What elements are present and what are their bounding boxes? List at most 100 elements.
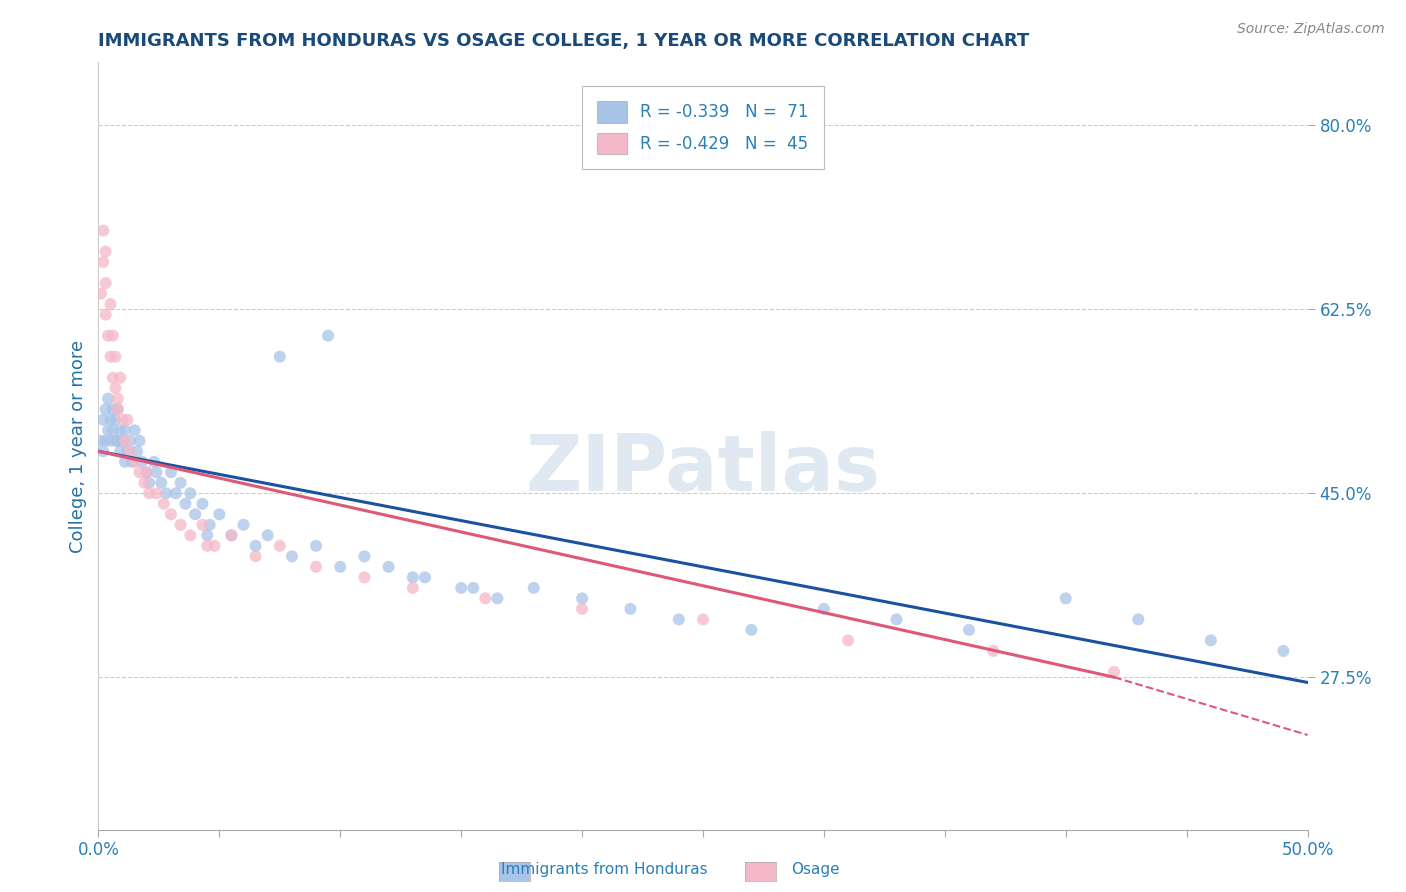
Point: [100, 297, 122, 311]
Point: [402, 581, 425, 595]
Point: [886, 612, 908, 626]
Point: [138, 486, 160, 500]
Point: [131, 455, 153, 469]
Point: [191, 497, 214, 511]
Point: [619, 602, 641, 616]
Point: [107, 402, 129, 417]
Text: Immigrants from Honduras: Immigrants from Honduras: [502, 863, 707, 877]
Point: [256, 528, 278, 542]
Point: [108, 444, 131, 458]
Point: [160, 465, 183, 479]
Point: [377, 559, 399, 574]
Text: ZIPatlas: ZIPatlas: [526, 431, 880, 507]
Point: [100, 434, 122, 448]
Point: [138, 475, 160, 490]
Point: [101, 370, 124, 384]
Point: [135, 465, 157, 479]
Point: [124, 423, 146, 437]
Point: [316, 328, 339, 343]
Point: [474, 591, 496, 606]
Point: [145, 465, 167, 479]
Point: [463, 581, 485, 595]
Point: [245, 549, 267, 564]
Point: [94, 308, 117, 322]
Point: [128, 465, 150, 479]
Point: [107, 434, 129, 448]
Point: [94, 402, 117, 417]
Point: [118, 434, 141, 448]
Point: [195, 539, 218, 553]
Point: [152, 497, 174, 511]
Legend: R = -0.339   N =  71, R = -0.429   N =  45: R = -0.339 N = 71, R = -0.429 N = 45: [582, 87, 824, 169]
Point: [101, 402, 124, 417]
Point: [402, 570, 425, 584]
Point: [174, 497, 197, 511]
Point: [108, 370, 131, 384]
Point: [269, 539, 291, 553]
Point: [245, 539, 267, 553]
Point: [100, 350, 122, 364]
Point: [104, 434, 127, 448]
Point: [668, 612, 690, 626]
Point: [104, 413, 127, 427]
Point: [91, 444, 114, 458]
Point: [523, 581, 546, 595]
Point: [155, 486, 177, 500]
Point: [127, 444, 149, 458]
Point: [813, 602, 835, 616]
Point: [124, 455, 146, 469]
Point: [114, 434, 136, 448]
Point: [111, 434, 134, 448]
Point: [150, 475, 173, 490]
Point: [90, 286, 112, 301]
Point: [305, 559, 328, 574]
Point: [269, 350, 291, 364]
Point: [208, 508, 231, 522]
Point: [128, 434, 150, 448]
Point: [221, 528, 243, 542]
Point: [204, 539, 226, 553]
Point: [94, 276, 117, 290]
Point: [981, 644, 1004, 658]
Point: [305, 539, 328, 553]
Point: [329, 559, 352, 574]
Point: [413, 570, 436, 584]
Point: [353, 570, 375, 584]
Point: [1128, 612, 1150, 626]
Point: [281, 549, 304, 564]
Point: [91, 223, 114, 237]
Point: [91, 255, 114, 269]
Point: [179, 528, 201, 542]
Point: [195, 528, 218, 542]
Text: Osage: Osage: [792, 863, 839, 877]
Point: [101, 328, 124, 343]
Point: [221, 528, 243, 542]
Point: [94, 434, 117, 448]
Point: [107, 392, 129, 406]
Point: [179, 486, 201, 500]
Point: [100, 413, 122, 427]
Point: [97, 423, 120, 437]
Point: [1102, 665, 1125, 679]
Point: [121, 455, 143, 469]
Point: [740, 623, 762, 637]
Point: [108, 423, 131, 437]
Point: [145, 486, 167, 500]
Point: [1199, 633, 1222, 648]
Text: Source: ZipAtlas.com: Source: ZipAtlas.com: [1237, 22, 1385, 37]
Point: [91, 413, 114, 427]
Point: [117, 413, 139, 427]
Point: [101, 423, 124, 437]
Y-axis label: College, 1 year or more: College, 1 year or more: [69, 340, 87, 552]
Point: [450, 581, 472, 595]
Point: [1272, 644, 1295, 658]
Point: [191, 517, 214, 532]
Text: IMMIGRANTS FROM HONDURAS VS OSAGE COLLEGE, 1 YEAR OR MORE CORRELATION CHART: IMMIGRANTS FROM HONDURAS VS OSAGE COLLEG…: [98, 32, 1029, 50]
Point: [160, 508, 183, 522]
Point: [957, 623, 980, 637]
Point: [165, 486, 187, 500]
Point: [107, 402, 129, 417]
Point: [184, 508, 207, 522]
Point: [571, 591, 593, 606]
Point: [486, 591, 509, 606]
